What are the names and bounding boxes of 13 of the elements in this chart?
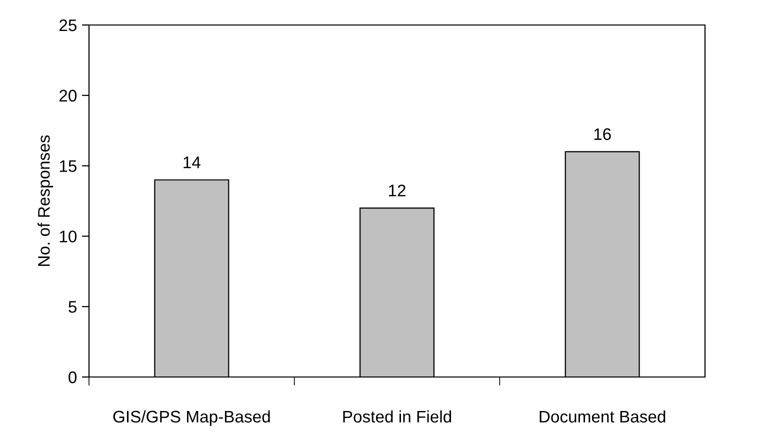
y-tick-label: 15	[60, 160, 76, 172]
data-label: 16	[594, 128, 611, 140]
y-axis-title: No. of Responses	[38, 135, 54, 266]
y-tick-label: 25	[59, 19, 76, 32]
x-tick-label: GIS/GPS Map-Based	[113, 410, 270, 426]
x-tick-label: Document Based	[540, 410, 666, 423]
x-tick-label: Posted in Field	[343, 410, 452, 423]
y-tick-label: 20	[59, 90, 77, 102]
y-tick-label: 5	[68, 301, 76, 313]
y-tick-label: 0	[68, 371, 77, 384]
data-label: 14	[184, 156, 200, 168]
y-tick-label: 10	[60, 230, 77, 242]
data-label: 12	[389, 184, 406, 196]
